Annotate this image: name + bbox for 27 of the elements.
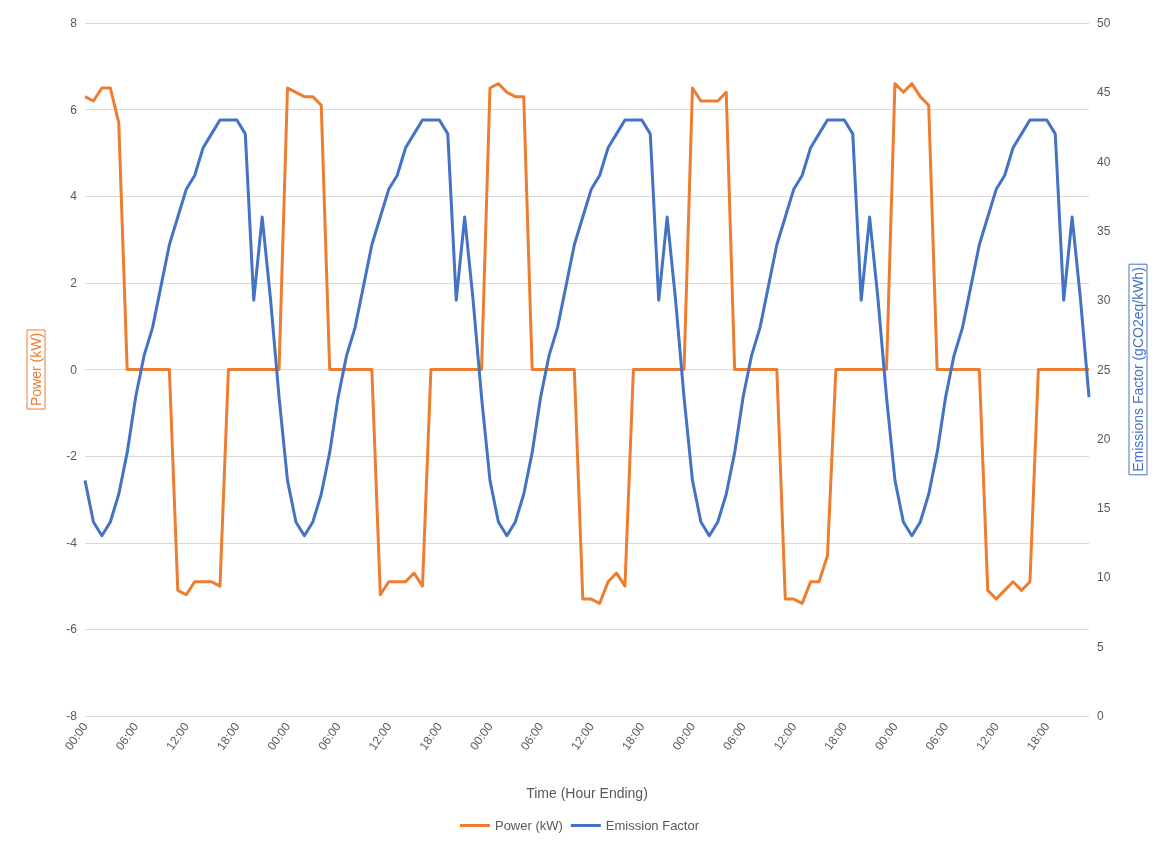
y-axis-title: Power (kW)	[28, 332, 44, 407]
y2-tick-label: 40	[1097, 154, 1111, 169]
y-tick-label: -8	[66, 709, 78, 723]
legend-label: Power (kW)	[494, 818, 563, 833]
y2-tick-label: 25	[1097, 362, 1111, 377]
y2-tick-label: 35	[1097, 223, 1111, 238]
y-tick-label: 2	[70, 275, 78, 290]
y-tick-label: -4	[66, 535, 78, 550]
y-tick-label: 0	[70, 362, 78, 377]
y-tick-label: -6	[66, 622, 78, 637]
line-series	[83, 82, 1091, 605]
y-tick-label: -2	[66, 449, 78, 464]
y2-tick-label: 20	[1097, 431, 1111, 446]
y2-tick-label: 5	[1097, 639, 1104, 654]
y2-tick-label: 45	[1097, 85, 1111, 100]
y-tick-label: 6	[70, 102, 78, 117]
y2-axis-title: Emissions Factor (gCO2eq/kWh)	[1130, 267, 1146, 472]
y2-tick-label: 15	[1097, 501, 1111, 516]
y2-tick-label: 50	[1097, 16, 1111, 30]
legend-label: Emission Factor	[605, 818, 700, 833]
y-tick-label: 8	[70, 16, 78, 30]
y2-tick-label: 0	[1097, 709, 1104, 723]
x-axis-title: Time (Hour Ending)	[526, 785, 648, 801]
y2-tick-label: 10	[1097, 570, 1111, 585]
y2-tick-label: 30	[1097, 293, 1111, 308]
line-series	[83, 118, 1091, 538]
y-tick-label: 4	[70, 189, 78, 204]
